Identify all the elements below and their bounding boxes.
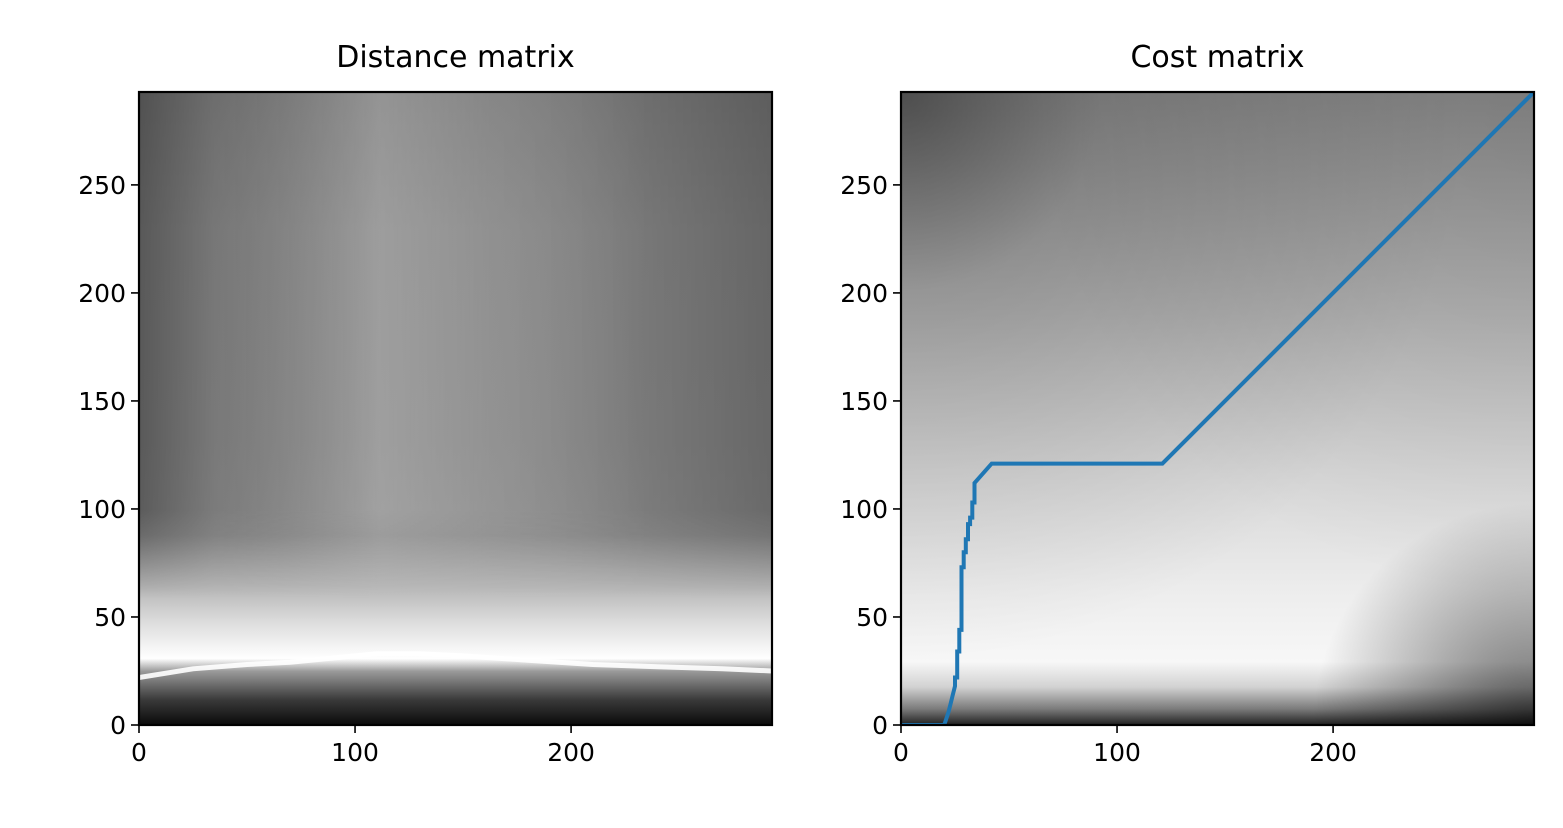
y-tick-label: 0 bbox=[110, 711, 126, 740]
y-tick-label: 50 bbox=[94, 603, 126, 632]
y-tick-label: 150 bbox=[78, 387, 126, 416]
x-tick-label: 0 bbox=[893, 738, 909, 767]
distance-y-ticks: 0 50 100 150 200 250 bbox=[78, 171, 139, 740]
distance-matrix-title: Distance matrix bbox=[336, 40, 575, 75]
cost-matrix-panel: Cost matrix 0 100 200 0 50 100 150 200 250 bbox=[840, 40, 1536, 767]
cost-axes-frame bbox=[899, 90, 1536, 727]
y-tick-label: 250 bbox=[840, 171, 888, 200]
y-tick-label: 250 bbox=[78, 171, 126, 200]
cost-x-ticks: 0 100 200 bbox=[893, 725, 1357, 767]
x-tick-label: 0 bbox=[131, 738, 147, 767]
y-tick-label: 200 bbox=[840, 279, 888, 308]
distance-x-ticks: 0 100 200 bbox=[131, 725, 595, 767]
y-tick-label: 50 bbox=[856, 603, 888, 632]
cost-y-ticks: 0 50 100 150 200 250 bbox=[840, 171, 901, 740]
x-tick-label: 200 bbox=[547, 738, 595, 767]
x-tick-label: 200 bbox=[1309, 738, 1357, 767]
distance-axes-frame bbox=[137, 90, 774, 727]
distance-heatmap-shading bbox=[139, 92, 772, 725]
x-tick-label: 100 bbox=[331, 738, 379, 767]
distance-matrix-heatmap bbox=[139, 92, 772, 725]
distance-matrix-panel: Distance matrix 0 100 200 0 50 100 150 200 250 bbox=[78, 40, 774, 767]
warping-path-line bbox=[901, 92, 1534, 725]
cost-matrix-heatmap bbox=[901, 92, 1534, 725]
cost-matrix-title: Cost matrix bbox=[1130, 40, 1304, 75]
y-tick-label: 150 bbox=[840, 387, 888, 416]
y-tick-label: 0 bbox=[872, 711, 888, 740]
y-tick-label: 100 bbox=[840, 495, 888, 524]
x-tick-label: 100 bbox=[1093, 738, 1141, 767]
y-tick-label: 100 bbox=[78, 495, 126, 524]
y-tick-label: 200 bbox=[78, 279, 126, 308]
distance-min-valley bbox=[139, 651, 772, 680]
